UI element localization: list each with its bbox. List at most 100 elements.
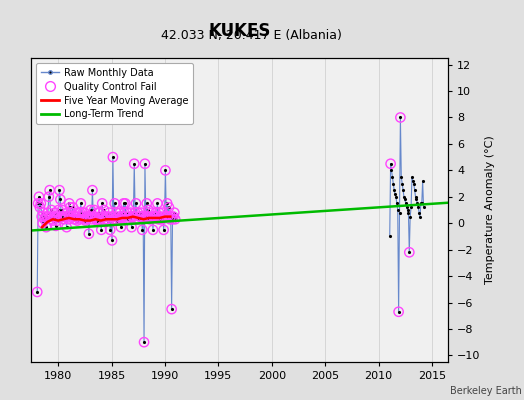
Point [78, 214, 86, 220]
Point [405, 249, 413, 256]
Point [167, 214, 175, 220]
Point [136, 214, 145, 220]
Point [71, 216, 80, 222]
Point [129, 214, 138, 220]
Point [66, 204, 74, 210]
Point [81, 217, 90, 224]
Point [105, 210, 114, 216]
Point [92, 216, 100, 222]
Point [77, 200, 85, 206]
Point [118, 214, 127, 220]
Point [141, 214, 150, 220]
Point [85, 214, 94, 220]
Point [123, 210, 132, 216]
Point [164, 214, 172, 220]
Point [122, 216, 130, 222]
Point [144, 207, 152, 213]
Point [125, 214, 133, 220]
Point [35, 194, 43, 200]
Point [53, 217, 62, 224]
Y-axis label: Temperature Anomaly (°C): Temperature Anomaly (°C) [485, 136, 495, 284]
Point [46, 187, 54, 193]
Point [54, 207, 63, 213]
Legend: Raw Monthly Data, Quality Control Fail, Five Year Moving Average, Long-Term Tren: Raw Monthly Data, Quality Control Fail, … [36, 63, 193, 124]
Text: Berkeley Earth: Berkeley Earth [450, 386, 521, 396]
Point [103, 214, 112, 220]
Point [168, 306, 176, 312]
Point [33, 289, 41, 295]
Point [146, 214, 155, 220]
Point [121, 210, 129, 216]
Point [59, 214, 67, 220]
Point [52, 223, 60, 229]
Point [98, 200, 106, 206]
Point [104, 217, 113, 224]
Point [166, 216, 174, 222]
Point [89, 214, 97, 220]
Point [153, 200, 161, 206]
Point [147, 216, 155, 222]
Point [113, 217, 122, 224]
Point [121, 200, 129, 206]
Point [150, 214, 158, 220]
Point [61, 214, 69, 220]
Point [64, 216, 72, 222]
Point [161, 167, 170, 174]
Point [93, 217, 101, 224]
Point [99, 214, 107, 220]
Point [124, 216, 132, 222]
Point [69, 204, 77, 210]
Point [159, 210, 167, 216]
Point [140, 339, 148, 345]
Point [143, 200, 151, 206]
Point [56, 187, 64, 193]
Point [45, 194, 53, 200]
Point [131, 210, 139, 216]
Point [395, 308, 403, 315]
Point [145, 216, 154, 222]
Point [108, 154, 117, 160]
Point [126, 210, 135, 216]
Point [58, 207, 67, 213]
Point [101, 216, 109, 222]
Point [102, 214, 110, 220]
Point [88, 187, 96, 193]
Point [112, 216, 120, 222]
Point [79, 210, 87, 216]
Point [110, 214, 118, 220]
Point [115, 216, 123, 222]
Point [155, 210, 163, 216]
Point [163, 200, 171, 206]
Title: KUKES: KUKES [209, 22, 271, 40]
Point [60, 216, 68, 222]
Point [94, 210, 102, 216]
Point [67, 210, 75, 216]
Text: 42.033 N, 20.417 E (Albania): 42.033 N, 20.417 E (Albania) [161, 29, 342, 42]
Point [165, 204, 173, 210]
Point [73, 217, 81, 224]
Point [107, 214, 115, 220]
Point [91, 214, 99, 220]
Point [82, 214, 90, 220]
Point [84, 214, 92, 220]
Point [128, 214, 137, 220]
Point [49, 217, 58, 224]
Point [61, 214, 70, 220]
Point [42, 224, 50, 230]
Point [156, 216, 164, 222]
Point [162, 214, 170, 220]
Point [158, 216, 166, 222]
Point [106, 227, 114, 233]
Point [51, 210, 59, 216]
Point [114, 214, 123, 220]
Point [135, 216, 143, 222]
Point [169, 214, 178, 220]
Point [119, 200, 128, 206]
Point [86, 207, 95, 213]
Point [74, 210, 82, 216]
Point [48, 216, 57, 222]
Point [88, 216, 96, 222]
Point [52, 214, 61, 220]
Point [40, 216, 49, 222]
Point [63, 210, 72, 216]
